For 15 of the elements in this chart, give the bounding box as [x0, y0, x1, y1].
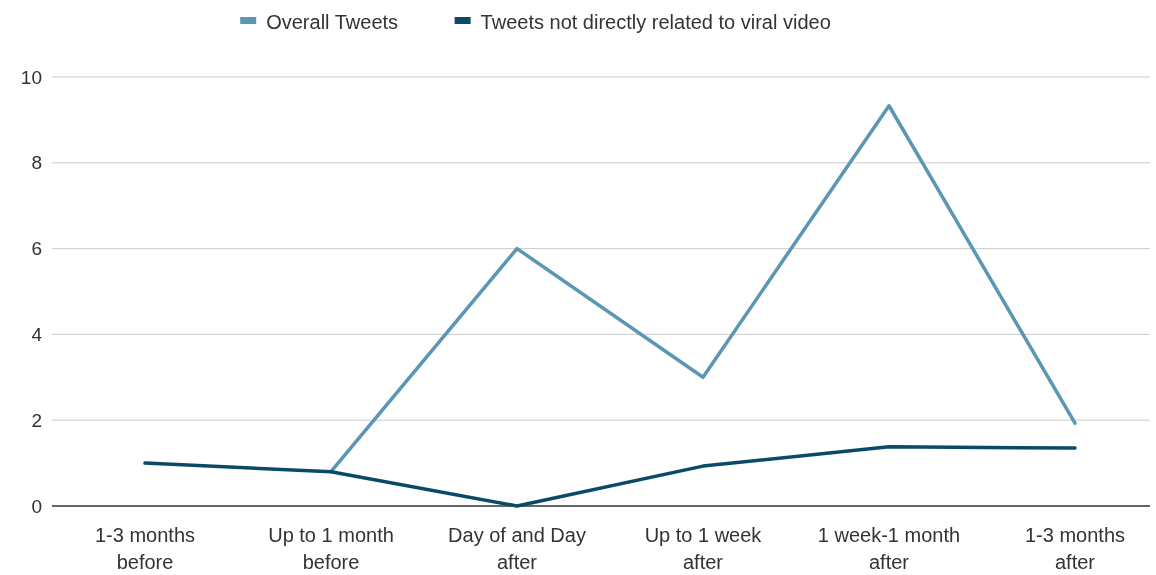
- y-tick-label: 2: [31, 409, 42, 431]
- y-tick-label: 8: [31, 152, 42, 174]
- x-tick-label: Up to 1 week after: [644, 524, 763, 573]
- y-tick-label: 6: [31, 238, 42, 260]
- x-tick-label: Day of and Day after: [448, 524, 586, 573]
- y-tick-label: 10: [20, 66, 42, 88]
- legend-label: Tweets not directly related to viral video: [480, 11, 831, 33]
- line-series: [143, 445, 1077, 508]
- legend-label: Overall Tweets: [266, 11, 399, 33]
- x-tick-label: 1 week-1 month after: [817, 524, 961, 573]
- y-tick-label: 0: [31, 495, 42, 517]
- x-tick-label: 1-3 months after: [1024, 524, 1126, 573]
- y-tick-label: 4: [31, 324, 43, 346]
- x-tick-label: 1-3 months before: [94, 524, 196, 573]
- x-tick-label: Up to 1 month before: [268, 524, 394, 573]
